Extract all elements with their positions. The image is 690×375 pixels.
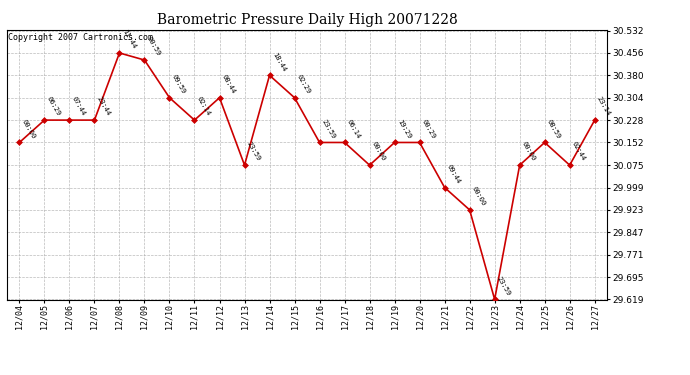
Text: 00:29: 00:29 <box>421 118 437 140</box>
Text: 23:44: 23:44 <box>96 96 112 117</box>
Text: 18:44: 18:44 <box>271 51 287 73</box>
Text: Copyright 2007 Cartronics.com: Copyright 2007 Cartronics.com <box>8 33 153 42</box>
Text: 00:00: 00:00 <box>371 141 387 162</box>
Text: 00:59: 00:59 <box>146 36 161 57</box>
Text: 02:44: 02:44 <box>571 141 587 162</box>
Text: 02:29: 02:29 <box>296 74 312 95</box>
Text: 19:29: 19:29 <box>396 118 412 140</box>
Text: 06:29: 06:29 <box>46 96 61 117</box>
Text: 07:44: 07:44 <box>71 96 87 117</box>
Text: 11:44: 11:44 <box>121 29 137 50</box>
Text: 08:44: 08:44 <box>221 74 237 95</box>
Text: 00:00: 00:00 <box>21 118 37 140</box>
Text: 23:14: 23:14 <box>596 96 612 117</box>
Text: 23:59: 23:59 <box>246 141 262 162</box>
Text: 06:14: 06:14 <box>346 118 362 140</box>
Text: 09:59: 09:59 <box>171 74 187 95</box>
Text: 23:59: 23:59 <box>496 275 512 297</box>
Title: Barometric Pressure Daily High 20071228: Barometric Pressure Daily High 20071228 <box>157 13 457 27</box>
Text: 02:14: 02:14 <box>196 96 212 117</box>
Text: 00:00: 00:00 <box>471 186 487 207</box>
Text: 23:59: 23:59 <box>321 118 337 140</box>
Text: 09:44: 09:44 <box>446 164 462 185</box>
Text: 08:59: 08:59 <box>546 118 562 140</box>
Text: 00:00: 00:00 <box>521 141 537 162</box>
